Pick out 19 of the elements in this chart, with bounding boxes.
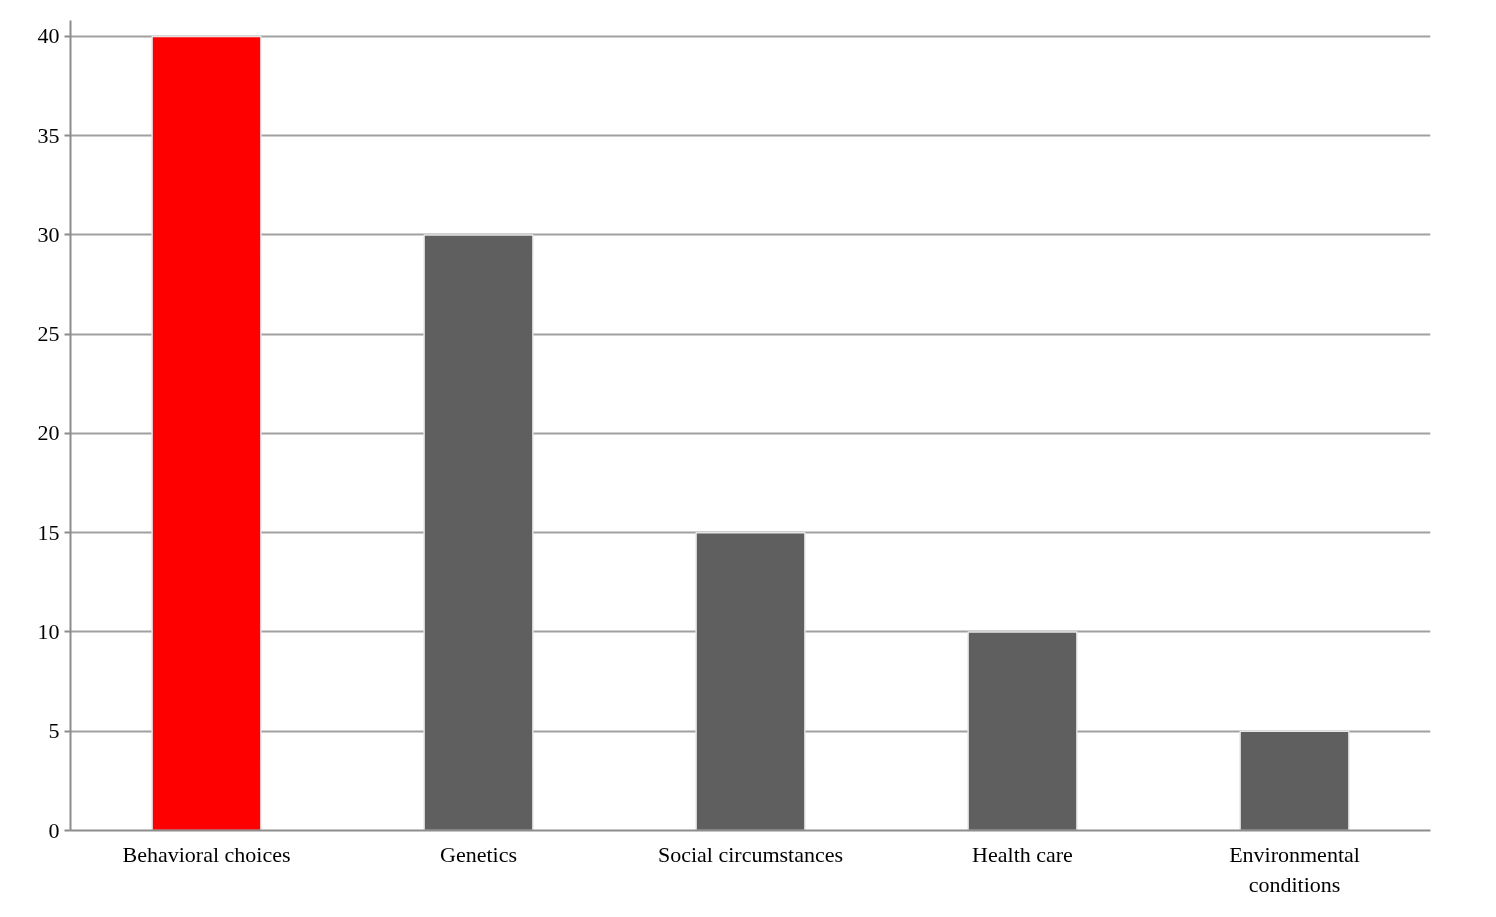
bar: [695, 531, 806, 831]
x-tick-label: Behavioral choices: [122, 841, 291, 867]
x-tick-label: Genetics: [440, 841, 517, 867]
bar: [423, 234, 534, 831]
x-tick-label: Health care: [972, 841, 1073, 867]
y-tick-label: 5: [48, 718, 60, 744]
y-tick-label: 30: [37, 221, 60, 247]
y-tick-label: 15: [37, 519, 60, 545]
bar: [151, 35, 262, 831]
x-tick-label: Environmental conditions: [1229, 841, 1360, 897]
y-tick-label: 10: [37, 618, 60, 644]
y-tick-label: 35: [37, 122, 60, 148]
y-tick-label: 25: [37, 321, 60, 347]
bar: [1239, 730, 1350, 831]
bar: [967, 631, 1078, 831]
y-tick-label: 20: [37, 420, 60, 446]
x-tick-label: Social circumstances: [657, 841, 844, 867]
y-tick-label: 40: [37, 23, 60, 49]
y-tick-label: 0: [48, 817, 60, 843]
